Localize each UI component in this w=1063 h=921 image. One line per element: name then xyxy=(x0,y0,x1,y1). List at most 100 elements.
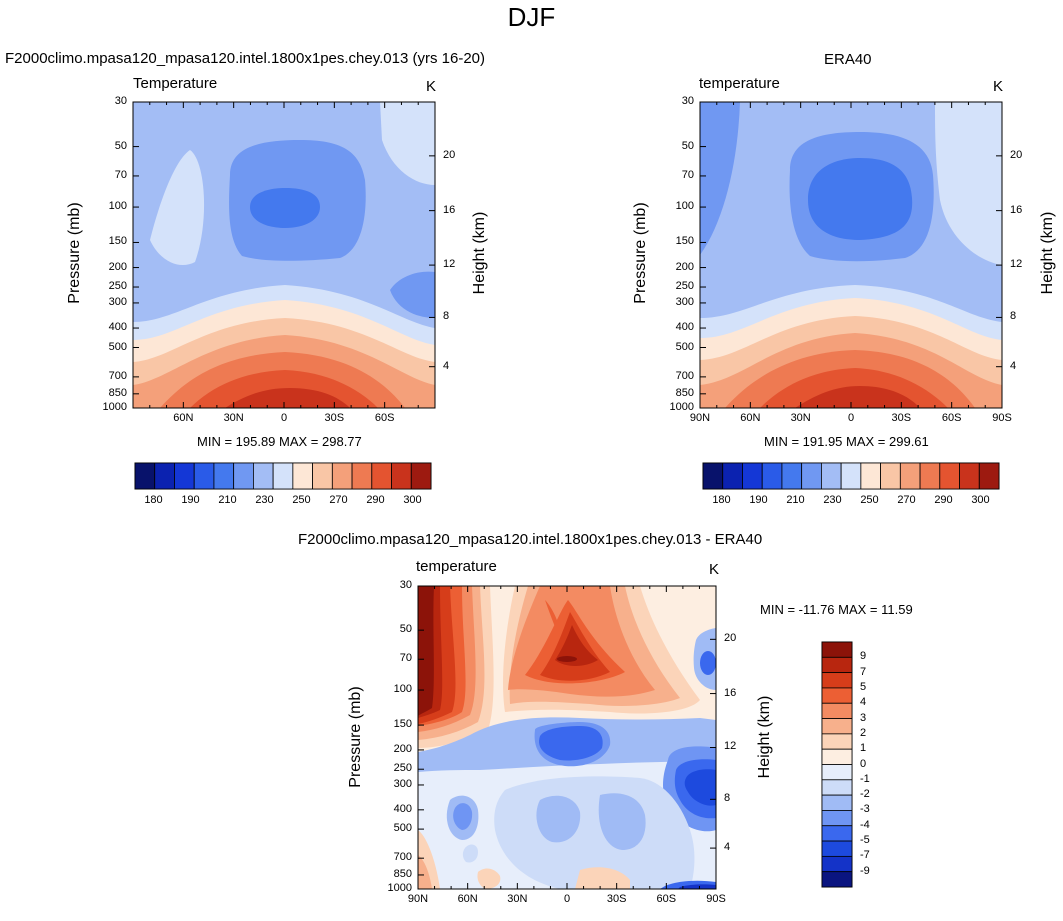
height-tick-label: 4 xyxy=(724,841,731,854)
pressure-tick-label: 1000 xyxy=(669,401,694,413)
height-tick-label: 20 xyxy=(724,632,737,645)
colorbar-swatch xyxy=(233,462,254,490)
latitude-tick-label: 60S xyxy=(656,893,677,905)
colorbar-model-label: 250 xyxy=(292,494,311,506)
colorbar-swatch xyxy=(821,794,853,811)
height-tick-label: 20 xyxy=(1010,148,1023,161)
colorbar-swatch xyxy=(959,462,980,490)
latitude-tick-label: 0 xyxy=(280,412,288,424)
colorbar-model-label: 180 xyxy=(144,494,163,506)
colorbar-swatch xyxy=(781,462,803,490)
colorbar-swatch xyxy=(174,462,195,490)
panel-model-contours xyxy=(133,102,435,408)
colorbar-swatch xyxy=(821,825,853,842)
pressure-tick-label: 30 xyxy=(114,95,127,107)
pressure-tick-label: 850 xyxy=(393,867,412,880)
pressure-tick-label: 250 xyxy=(675,280,694,293)
colorbar-swatch xyxy=(722,462,743,490)
latitude-tick-label: 30S xyxy=(891,412,912,424)
colorbar-diff-label: 0 xyxy=(860,757,867,770)
latitude-tick-label: 90N xyxy=(407,893,429,905)
pressure-tick-label: 50 xyxy=(399,623,412,636)
colorbar-swatch xyxy=(410,462,432,490)
colorbar-diff-label: -1 xyxy=(860,772,870,785)
colorbar-diff-label: -4 xyxy=(860,818,870,831)
panel-obs-title: ERA40 xyxy=(824,51,872,68)
latitude-tick-label: 30N xyxy=(790,412,811,424)
latitude-tick-label: 60S xyxy=(374,412,395,424)
height-tick-label: 8 xyxy=(1010,310,1017,323)
colorbar-diff-label: -5 xyxy=(860,834,870,847)
contour-fill xyxy=(477,868,501,889)
panel-model-title: F2000climo.mpasa120_mpasa120.intel.1800x… xyxy=(5,50,486,67)
colorbar-swatch xyxy=(821,702,853,719)
colorbar-obs-label: 230 xyxy=(823,494,842,506)
colorbar-swatch xyxy=(761,462,783,490)
colorbar-diff-label: -2 xyxy=(860,788,870,801)
contour-fill xyxy=(700,102,740,255)
pressure-tick-label: 50 xyxy=(681,139,694,152)
contour-fill xyxy=(380,102,435,185)
colorbar-swatch xyxy=(821,779,853,796)
colorbar-swatch xyxy=(252,462,274,490)
pressure-tick-label: 70 xyxy=(399,652,412,665)
pressure-tick-label: 700 xyxy=(675,369,694,382)
contour-fill xyxy=(250,188,320,228)
colorbar-swatch xyxy=(351,462,373,490)
height-tick-label: 12 xyxy=(443,258,456,271)
contour-fill xyxy=(555,625,598,666)
colorbar-swatch xyxy=(134,462,156,490)
colorbar-swatch xyxy=(821,871,853,888)
height-tick-label: 12 xyxy=(1010,258,1023,271)
colorbar-swatch xyxy=(919,462,941,490)
height-tick-label: 12 xyxy=(724,740,737,753)
colorbar-swatch xyxy=(702,462,724,490)
colorbar-swatch xyxy=(821,687,853,704)
pressure-tick-label: 850 xyxy=(675,386,694,399)
colorbar-swatch xyxy=(213,462,235,490)
latitude-tick-label: 90S xyxy=(992,412,1012,424)
colorbar-swatch xyxy=(272,462,294,490)
contour-fill xyxy=(808,158,913,240)
colorbar-swatch xyxy=(860,462,881,490)
colorbar-swatch xyxy=(821,462,842,490)
pressure-tick-label: 1000 xyxy=(387,882,412,894)
panel-obs-units-label: K xyxy=(993,78,1004,95)
colorbar-swatch xyxy=(821,840,853,857)
panel-diff-variable-label: temperature xyxy=(416,558,497,575)
colorbar-swatch xyxy=(292,462,314,490)
latitude-tick-label: 60N xyxy=(457,893,478,905)
pressure-tick-label: 300 xyxy=(675,295,694,308)
contour-fill xyxy=(557,656,577,662)
height-tick-label: 16 xyxy=(1010,203,1023,216)
height-tick-label: 4 xyxy=(1010,359,1017,372)
colorbar-swatch xyxy=(939,462,960,490)
pressure-tick-label: 500 xyxy=(675,340,694,353)
colorbar-model-label: 210 xyxy=(218,494,237,506)
pressure-tick-label: 250 xyxy=(108,280,127,293)
contour-fill xyxy=(225,388,350,408)
panel-diff-title: F2000climo.mpasa120_mpasa120.intel.1800x… xyxy=(298,531,763,548)
latitude-tick-label: 30N xyxy=(507,893,528,905)
panel-obs-contours xyxy=(700,102,1002,408)
pressure-tick-label: 200 xyxy=(675,260,694,273)
pressure-tick-label: 300 xyxy=(393,777,412,790)
latitude-tick-label: 30S xyxy=(606,893,627,905)
colorbar-obs-label: 300 xyxy=(971,494,990,506)
contour-fill xyxy=(418,855,432,889)
pressure-tick-label: 150 xyxy=(108,235,127,248)
colorbar-obs-label: 290 xyxy=(934,494,953,506)
panel-obs-minmax: MIN = 191.95 MAX = 299.61 xyxy=(764,434,929,449)
pressure-tick-label: 50 xyxy=(114,139,127,152)
latitude-tick-label: 30N xyxy=(223,412,244,424)
pressure-tick-label: 200 xyxy=(108,260,127,273)
colorbar-swatch xyxy=(821,641,853,658)
colorbar-swatch xyxy=(821,672,853,689)
panel-model-minmax: MIN = 195.89 MAX = 298.77 xyxy=(197,434,362,449)
panel-model-units-label: K xyxy=(426,78,437,95)
colorbar-model-label: 230 xyxy=(255,494,274,506)
colorbar-swatch xyxy=(821,718,853,735)
colorbar-swatch xyxy=(312,462,333,490)
colorbar-obs-label: 250 xyxy=(860,494,879,506)
pressure-tick-label: 100 xyxy=(675,200,694,213)
